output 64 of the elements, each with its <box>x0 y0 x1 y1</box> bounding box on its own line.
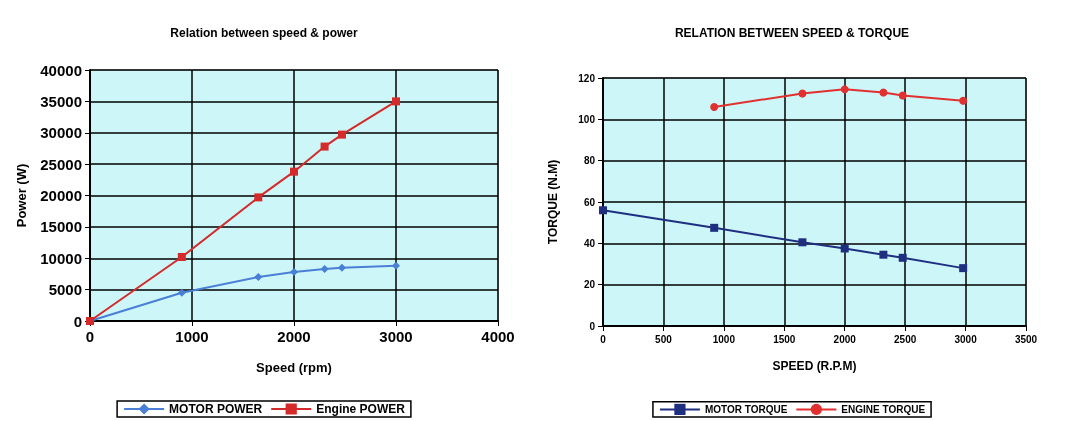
y-tick-label: 10000 <box>40 249 82 267</box>
y-tick-label: 5000 <box>48 281 82 299</box>
point <box>710 102 719 111</box>
point <box>959 96 968 105</box>
point <box>254 193 263 202</box>
y-axis-title: TORQUE (N.M) <box>546 159 560 245</box>
point <box>177 252 186 261</box>
y-tick-label: 80 <box>583 155 596 167</box>
x-tick-label: 1500 <box>773 333 796 345</box>
y-tick-label: 0 <box>589 320 596 332</box>
y-tick-label: 25000 <box>40 155 82 173</box>
y-tick-label: 35000 <box>40 92 82 110</box>
y-tick-label: 40000 <box>40 61 82 79</box>
legend-label: MOTOR TORQUE <box>704 403 788 415</box>
x-tick-label: 0 <box>600 333 607 345</box>
point <box>959 264 968 273</box>
point <box>879 250 888 259</box>
x-axis-title: SPEED (R.P.M) <box>772 359 857 373</box>
point <box>840 244 849 253</box>
x-tick-label: 1000 <box>175 328 209 345</box>
x-tick-label: 1000 <box>712 333 736 345</box>
point <box>710 223 719 232</box>
point <box>290 268 298 277</box>
legend-label: ENGINE TORQUE <box>841 403 926 415</box>
x-tick-label: 500 <box>655 333 673 345</box>
chart-title: RELATION BETWEEN SPEED & TORQUE <box>674 26 910 40</box>
x-tick-label: 3000 <box>379 328 413 345</box>
point <box>177 288 186 297</box>
y-tick-label: 20 <box>583 279 596 291</box>
y-axis-title: Power (W) <box>14 163 29 228</box>
x-tick-label: 2000 <box>277 328 311 345</box>
y-tick-label: 60 <box>583 196 596 208</box>
point <box>254 273 263 282</box>
legend-label: MOTOR POWER <box>169 402 263 416</box>
point <box>798 89 807 98</box>
point <box>392 261 400 270</box>
x-tick-label: 0 <box>85 328 95 345</box>
x-tick-label: 3500 <box>1014 333 1038 345</box>
point <box>898 253 907 262</box>
x-tick-label: 2000 <box>833 333 857 345</box>
chart-title: Relation between speed & power <box>170 26 359 40</box>
y-tick-label: 0 <box>73 312 82 330</box>
y-tick-label: 20000 <box>40 187 82 204</box>
legend-label: Engine POWER <box>316 402 406 416</box>
point <box>320 142 329 151</box>
y-tick-label: 30000 <box>40 124 82 142</box>
x-tick-label: 4000 <box>481 328 515 345</box>
point <box>290 167 298 176</box>
point <box>337 130 346 139</box>
point <box>599 206 607 215</box>
point <box>879 88 888 97</box>
x-tick-label: 3000 <box>954 333 978 345</box>
point <box>798 238 807 247</box>
x-axis-title: Speed (rpm) <box>256 360 332 375</box>
y-tick-label: 15000 <box>40 218 82 236</box>
point <box>337 263 346 272</box>
point <box>392 97 400 106</box>
y-tick-label: 100 <box>578 113 596 125</box>
x-tick-label: 2500 <box>894 333 917 345</box>
point <box>840 85 849 94</box>
point <box>320 264 329 273</box>
y-tick-label: 120 <box>578 72 596 84</box>
y-tick-label: 40 <box>583 237 596 249</box>
point <box>898 91 907 100</box>
